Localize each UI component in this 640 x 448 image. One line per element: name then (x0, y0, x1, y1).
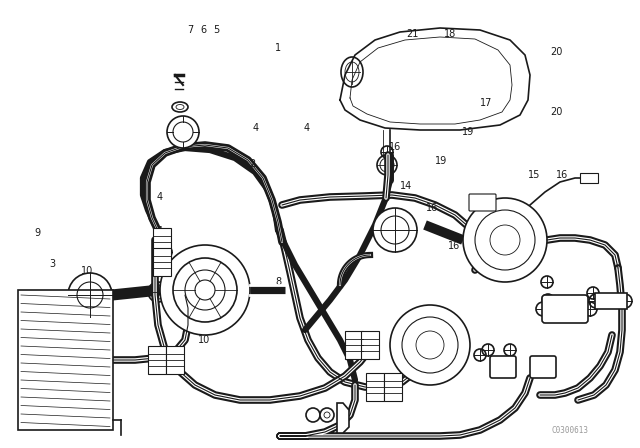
Polygon shape (340, 28, 530, 130)
Text: 4: 4 (304, 123, 310, 133)
FancyBboxPatch shape (530, 356, 556, 378)
Text: 16: 16 (448, 241, 460, 251)
Text: 4: 4 (157, 192, 163, 202)
Bar (166, 346, 184, 374)
Text: 19: 19 (435, 156, 447, 166)
Text: 18: 18 (444, 30, 456, 39)
Text: 20: 20 (550, 107, 563, 117)
Bar (153, 228, 171, 256)
Text: 11: 11 (74, 358, 86, 368)
Text: 14: 14 (400, 181, 412, 191)
Text: 20: 20 (550, 47, 563, 56)
Circle shape (390, 305, 470, 385)
Circle shape (167, 116, 199, 148)
FancyBboxPatch shape (490, 356, 516, 378)
Circle shape (320, 408, 334, 422)
Text: 16: 16 (388, 142, 401, 152)
Circle shape (306, 408, 320, 422)
Text: 15: 15 (528, 170, 540, 180)
Circle shape (373, 208, 417, 252)
Text: 3: 3 (49, 259, 56, 269)
Bar (18, 290, 113, 430)
Text: 16: 16 (556, 170, 568, 180)
Text: 7: 7 (187, 26, 193, 35)
Circle shape (68, 273, 112, 317)
Text: 1: 1 (275, 43, 282, 53)
Text: 12: 12 (74, 369, 86, 379)
Bar (148, 346, 166, 374)
Polygon shape (337, 403, 349, 433)
Bar (580, 173, 598, 183)
Bar (384, 373, 402, 401)
Text: 17: 17 (480, 98, 492, 108)
Text: 4: 4 (157, 226, 163, 236)
Bar (595, 293, 627, 309)
Text: 10: 10 (198, 336, 211, 345)
Ellipse shape (172, 102, 188, 112)
Text: 13: 13 (74, 381, 86, 391)
Text: 8: 8 (275, 277, 282, 287)
Bar (345, 331, 363, 359)
Text: 5: 5 (213, 26, 220, 35)
Bar (361, 331, 379, 359)
FancyBboxPatch shape (542, 295, 588, 323)
Text: C0300613: C0300613 (551, 426, 588, 435)
Text: 4: 4 (253, 123, 259, 133)
Text: 9: 9 (34, 228, 40, 238)
Text: 19: 19 (462, 127, 474, 137)
Bar (153, 248, 171, 276)
Text: 16: 16 (426, 203, 438, 213)
Circle shape (463, 198, 547, 282)
Text: 21: 21 (406, 30, 419, 39)
Text: 4: 4 (158, 289, 164, 298)
FancyBboxPatch shape (469, 194, 496, 211)
Bar (366, 373, 384, 401)
Circle shape (160, 245, 250, 335)
Text: 2: 2 (250, 159, 256, 168)
Text: 6: 6 (200, 26, 207, 35)
Text: 10: 10 (81, 266, 93, 276)
